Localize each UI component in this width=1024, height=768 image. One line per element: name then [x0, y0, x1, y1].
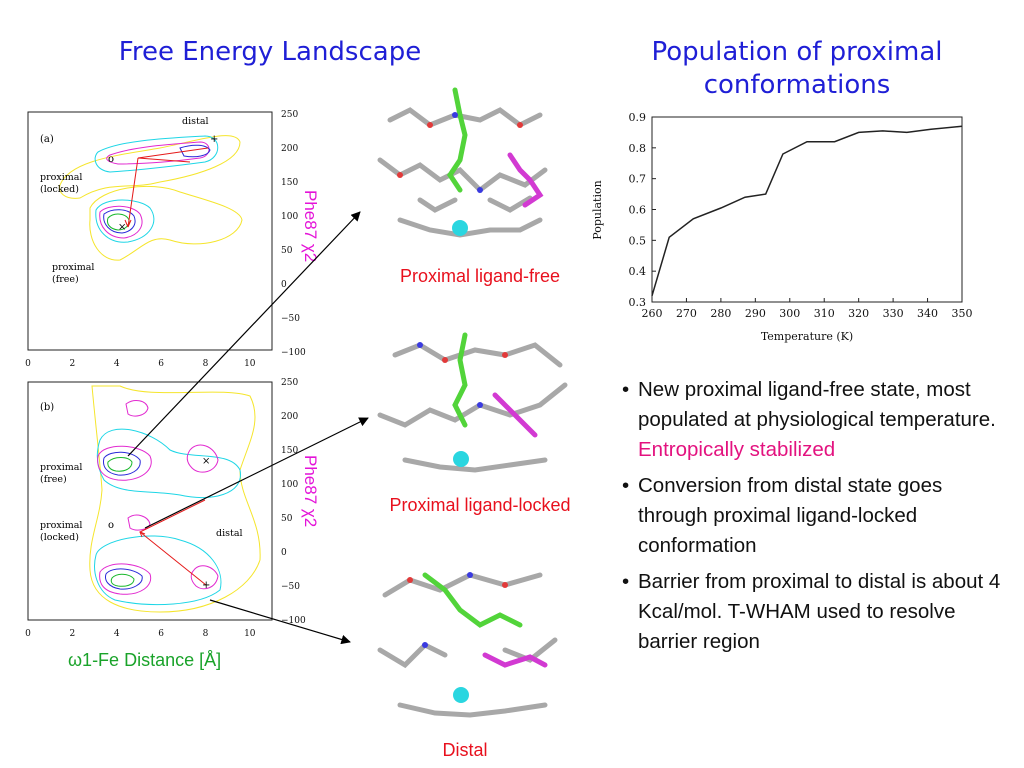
svg-text:×: ×	[202, 456, 210, 467]
x-tick-label: 0	[25, 629, 31, 639]
bullet-text: Barrier from proximal to distal is about…	[638, 570, 1001, 653]
xaxis-label: ω1-Fe Distance [Å]	[68, 650, 222, 670]
population-plot-frame	[651, 116, 963, 303]
y-tick-label: 0	[281, 548, 287, 558]
y-tick-label: 0.8	[629, 142, 647, 155]
y-tick-label: 250	[281, 110, 298, 120]
panel-b-label-distal: distal	[216, 528, 243, 539]
x-tick-label: 340	[917, 307, 938, 320]
population-title: Population of proximal conformations	[651, 37, 943, 100]
caption-distal: Distal	[442, 740, 488, 760]
panel-a-tag: (a)	[40, 134, 54, 145]
x-tick-label: 2	[69, 629, 75, 639]
population-y-ticks: 0.3 0.4 0.5 0.6 0.7 0.8 0.9	[629, 111, 656, 309]
population-x-ticks: 260 270 280 290 300 310 320 330 340 350	[642, 298, 973, 320]
svg-text:+: +	[202, 580, 210, 591]
panel-b-label-proximal-free-2: (free)	[40, 474, 67, 485]
panel-b-label-proximal-locked-1: proximal	[40, 520, 82, 531]
bullet-item: Conversion from distal state goes throug…	[622, 471, 1002, 561]
x-tick-label: 330	[883, 307, 904, 320]
x-tick-label: 350	[952, 307, 973, 320]
bullet-text: New proximal ligand-free state, most pop…	[638, 378, 996, 431]
panel-a-label-proximal-free-2: (free)	[52, 274, 79, 285]
y-tick-label: 200	[281, 144, 298, 154]
y-tick-label: 0.6	[629, 204, 647, 217]
y-tick-label: 0	[281, 280, 287, 290]
landscape-title: Free Energy Landscape	[118, 37, 422, 67]
panel-a-yaxis-label: Phe87 χ2	[301, 190, 320, 263]
svg-text:o: o	[108, 154, 114, 165]
bullet-highlight: Entropically stabilized	[638, 438, 836, 461]
x-tick-label: 310	[814, 307, 835, 320]
structure-proximal-ligand-locked	[377, 332, 568, 473]
y-tick-label: 250	[281, 378, 298, 388]
caption-proximal-ligand-free: Proximal ligand-free	[399, 266, 561, 286]
panel-b-contours	[89, 385, 261, 613]
panel-b-yaxis-label: Phe87 χ2	[301, 455, 320, 528]
y-tick-label: 0.7	[629, 173, 647, 186]
caption-proximal-ligand-locked: Proximal ligand-locked	[389, 495, 571, 515]
y-tick-label: 0.4	[629, 265, 647, 278]
x-tick-label: 10	[244, 359, 256, 369]
structure-proximal-ligand-free	[377, 87, 548, 238]
panel-a-label-proximal-locked-1: proximal	[40, 172, 82, 183]
y-tick-label: −100	[281, 348, 306, 358]
population-ylabel: Population	[591, 180, 604, 239]
x-tick-label: 4	[114, 629, 120, 639]
panel-b-path	[139, 499, 207, 586]
bullet-text: Conversion from distal state goes throug…	[638, 474, 943, 557]
x-tick-label: 300	[779, 307, 800, 320]
x-tick-label: 280	[710, 307, 731, 320]
x-tick-label: 2	[69, 359, 75, 369]
panel-a-label-proximal-locked-2: (locked)	[40, 184, 79, 195]
x-tick-label: 0	[25, 359, 31, 369]
y-tick-label: 0.5	[629, 234, 647, 247]
x-tick-label: 8	[203, 359, 209, 369]
population-xlabel: Temperature (K)	[761, 330, 853, 343]
y-tick-label: 200	[281, 412, 298, 422]
bullet-list: New proximal ligand-free state, most pop…	[622, 375, 1002, 663]
y-tick-label: 0.3	[629, 296, 647, 309]
x-tick-label: 6	[158, 629, 164, 639]
y-tick-label: 100	[281, 480, 298, 490]
y-tick-label: −50	[281, 582, 300, 592]
y-tick-label: −50	[281, 314, 300, 324]
y-tick-label: 150	[281, 446, 298, 456]
panel-b-x-ticks: 0 2 4 6 8 10	[25, 629, 256, 639]
x-tick-label: 6	[158, 359, 164, 369]
y-tick-label: 0.9	[629, 111, 647, 124]
population-series-line	[651, 125, 963, 297]
panel-b-label-proximal-locked-2: (locked)	[40, 532, 79, 543]
panel-a-x-ticks: 0 2 4 6 8 10	[25, 359, 256, 369]
panel-b-tag: (b)	[40, 402, 54, 413]
population-chart: 260 270 280 290 300 310 320 330 340 350 0.3 0.4 0.5…	[591, 111, 973, 343]
x-tick-label: 260	[642, 307, 663, 320]
panel-b-label-proximal-free-1: proximal	[40, 462, 82, 473]
structure-distal	[377, 572, 558, 718]
panel-a-contours	[59, 135, 243, 261]
y-tick-label: 150	[281, 178, 298, 188]
svg-text:+: +	[210, 134, 218, 145]
free-energy-landscape: + o × (a) distal proximal (locked) proxi…	[25, 110, 306, 639]
x-tick-label: 8	[203, 629, 209, 639]
x-tick-label: 10	[244, 629, 256, 639]
y-tick-label: 100	[281, 212, 298, 222]
x-tick-label: 320	[848, 307, 869, 320]
svg-text:×: ×	[118, 222, 126, 233]
bullet-item: Barrier from proximal to distal is about…	[622, 567, 1002, 657]
svg-text:o: o	[108, 520, 114, 531]
y-tick-label: 50	[281, 514, 293, 524]
panel-a-label-distal: distal	[182, 116, 209, 127]
x-tick-label: 270	[676, 307, 697, 320]
y-tick-label: 50	[281, 246, 293, 256]
panel-b-frame	[27, 381, 273, 621]
panel-a-label-proximal-free-1: proximal	[52, 262, 94, 273]
y-tick-label: −100	[281, 616, 306, 626]
bullet-item: New proximal ligand-free state, most pop…	[622, 375, 1002, 465]
x-tick-label: 290	[745, 307, 766, 320]
x-tick-label: 4	[114, 359, 120, 369]
